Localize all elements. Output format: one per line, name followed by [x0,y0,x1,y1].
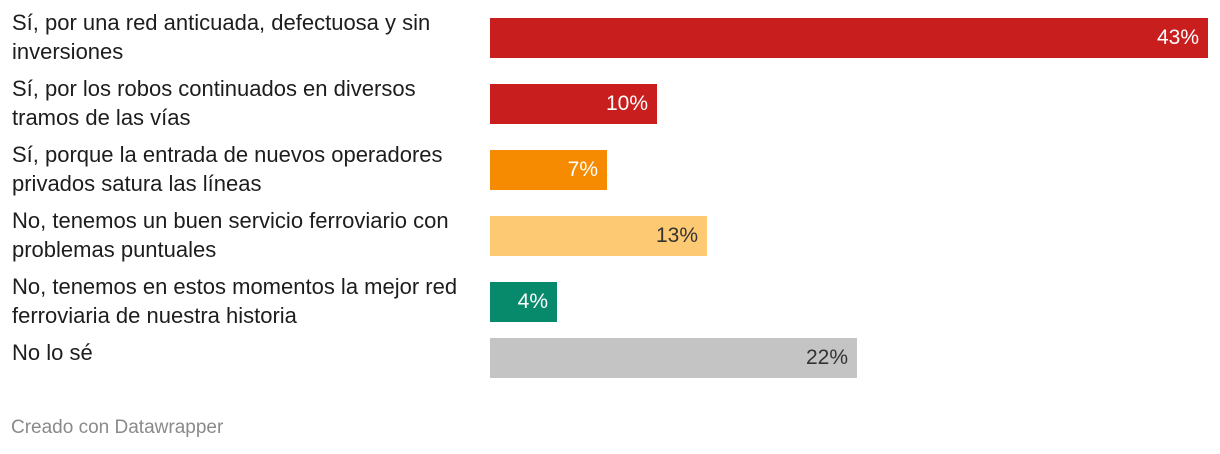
value-label: 22% [805,346,848,369]
value-label: 7% [567,158,598,181]
category-label: Sí, por los robos continuados en diverso… [12,76,416,130]
bar [490,338,857,378]
value-label: 13% [655,224,698,247]
category-label: No lo sé [12,340,93,365]
bar [490,216,707,256]
bar-chart: Sí, por una red anticuada, defectuosa y … [12,10,1208,378]
value-label: 43% [1156,26,1199,49]
value-label: 4% [517,290,548,313]
bar [490,282,557,322]
category-label: Sí, por una red anticuada, defectuosa y … [12,10,431,64]
category-label: Sí, porque la entrada de nuevos operador… [12,142,443,196]
credit-text: Creado con Datawrapper [11,417,224,438]
category-label: No, tenemos en estos momentos la mejor r… [12,274,458,328]
value-label: 10% [605,92,648,115]
category-label: No, tenemos un buen servicio ferroviario… [12,208,449,262]
bar [490,150,607,190]
bar [490,18,1208,58]
bar [490,84,657,124]
